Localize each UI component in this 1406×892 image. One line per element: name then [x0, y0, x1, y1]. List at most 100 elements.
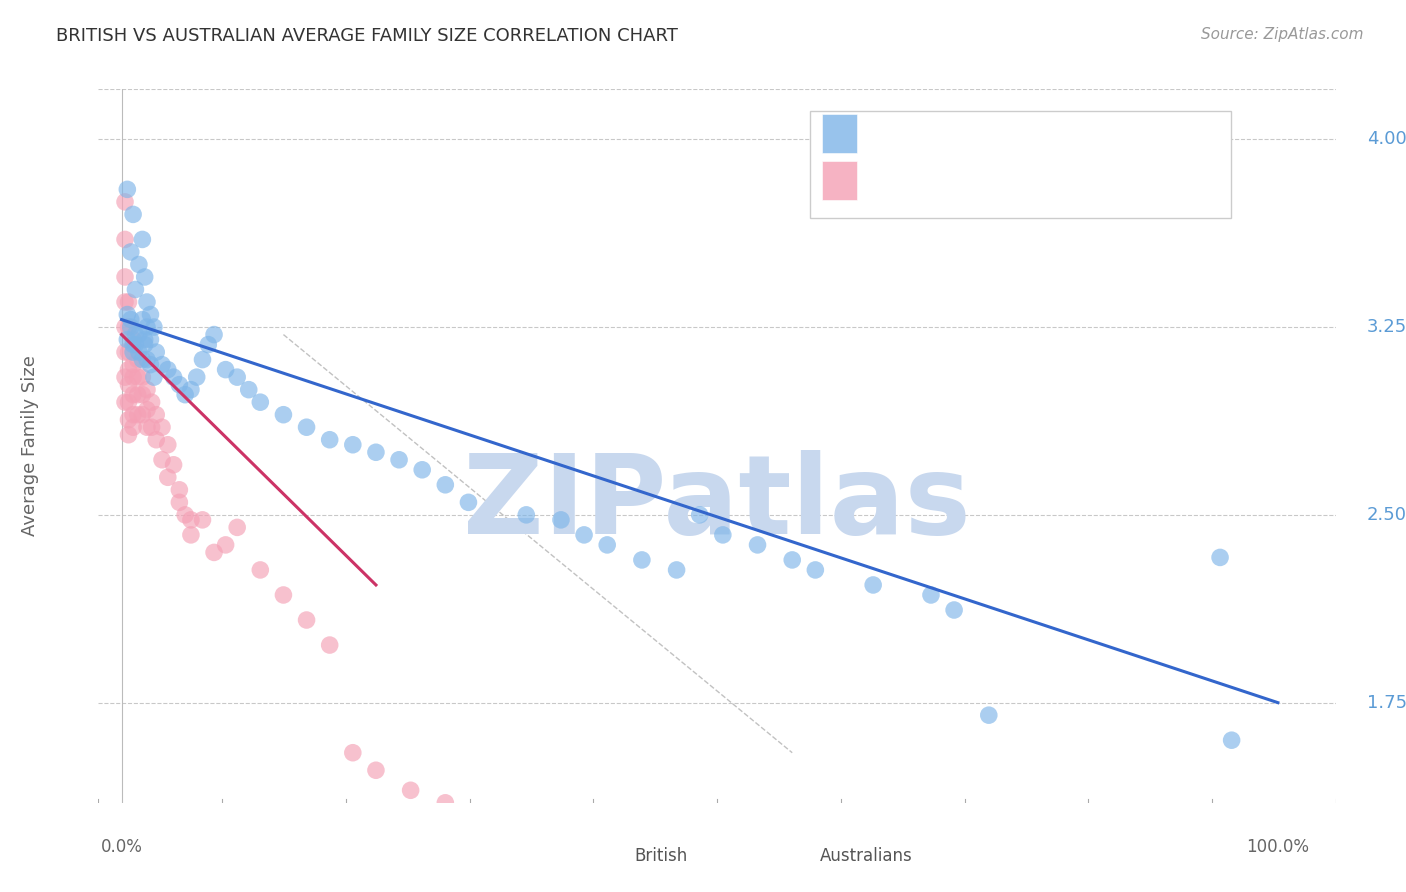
FancyBboxPatch shape	[823, 161, 856, 200]
Text: Average Family Size: Average Family Size	[21, 356, 39, 536]
Point	[318, 433, 340, 447]
Point	[128, 345, 150, 359]
Point	[139, 308, 162, 322]
Point	[124, 337, 146, 351]
Point	[214, 362, 236, 376]
Point	[117, 333, 139, 347]
Point	[122, 337, 145, 351]
Text: 3.25: 3.25	[1367, 318, 1406, 336]
Point	[124, 283, 146, 297]
Point	[1209, 550, 1232, 565]
Point	[169, 377, 191, 392]
Point	[117, 377, 139, 392]
Point	[139, 333, 162, 347]
Point	[124, 327, 146, 342]
Point	[136, 352, 159, 367]
Point	[596, 538, 619, 552]
Point	[180, 528, 202, 542]
Point	[131, 312, 153, 326]
Text: R = -0.508: R = -0.508	[872, 171, 969, 189]
Point	[295, 420, 318, 434]
Point	[117, 182, 139, 196]
Point	[169, 483, 191, 497]
Text: British: British	[634, 847, 688, 865]
Point	[145, 433, 167, 447]
Point	[572, 528, 595, 542]
Point	[122, 420, 145, 434]
Point	[114, 232, 136, 246]
Point	[127, 352, 149, 367]
Point	[977, 708, 1000, 723]
Point	[631, 553, 654, 567]
Point	[249, 563, 271, 577]
Point	[141, 420, 163, 434]
Point	[920, 588, 942, 602]
Point	[197, 337, 219, 351]
Text: Australians: Australians	[820, 847, 912, 865]
Point	[174, 387, 197, 401]
Point	[434, 796, 457, 810]
Point	[342, 438, 364, 452]
Point	[131, 387, 153, 401]
Point	[226, 520, 249, 534]
Text: 1.75: 1.75	[1367, 694, 1406, 712]
Point	[127, 387, 149, 401]
Point	[388, 452, 411, 467]
Text: 100.0%: 100.0%	[1246, 838, 1309, 856]
Point	[249, 395, 271, 409]
Point	[411, 463, 433, 477]
FancyBboxPatch shape	[810, 111, 1230, 218]
Point	[180, 383, 202, 397]
Point	[150, 452, 173, 467]
Point	[862, 578, 884, 592]
Point	[550, 513, 572, 527]
Point	[114, 194, 136, 209]
Point	[186, 370, 208, 384]
Point	[131, 408, 153, 422]
Point	[364, 764, 387, 778]
Point	[114, 320, 136, 334]
Point	[136, 295, 159, 310]
Point	[142, 320, 165, 334]
Point	[214, 538, 236, 552]
Point	[142, 370, 165, 384]
Point	[226, 370, 249, 384]
Point	[117, 413, 139, 427]
Point	[191, 352, 214, 367]
Point	[711, 528, 734, 542]
Point	[162, 370, 184, 384]
Point	[174, 508, 197, 522]
Point	[127, 370, 149, 384]
Point	[134, 270, 156, 285]
Point	[804, 563, 827, 577]
Point	[131, 232, 153, 246]
Point	[136, 420, 159, 434]
Point	[180, 513, 202, 527]
Point	[689, 508, 711, 522]
Point	[117, 362, 139, 376]
Point	[120, 320, 142, 334]
Point	[122, 358, 145, 372]
Point	[122, 387, 145, 401]
Point	[114, 270, 136, 285]
Point	[117, 395, 139, 409]
Point	[238, 383, 260, 397]
Point	[780, 553, 803, 567]
Point	[273, 408, 295, 422]
Point	[295, 613, 318, 627]
Text: 4.00: 4.00	[1367, 130, 1406, 148]
Point	[114, 295, 136, 310]
Point	[156, 438, 179, 452]
Point	[136, 402, 159, 417]
Point	[943, 603, 966, 617]
Point	[134, 333, 156, 347]
Point	[127, 408, 149, 422]
Text: N = 70: N = 70	[1052, 125, 1119, 143]
Point	[131, 370, 153, 384]
Point	[150, 358, 173, 372]
Point	[117, 308, 139, 322]
Point	[114, 395, 136, 409]
Point	[156, 470, 179, 484]
Point	[191, 513, 214, 527]
FancyBboxPatch shape	[823, 114, 856, 153]
